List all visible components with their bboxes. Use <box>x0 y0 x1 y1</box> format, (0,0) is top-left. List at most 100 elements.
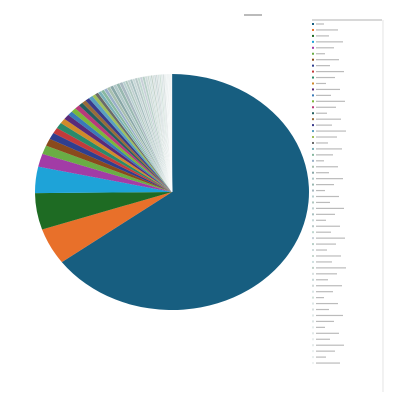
legend-label-placeholder <box>316 166 338 168</box>
legend-label-placeholder <box>316 219 326 221</box>
legend-swatch <box>312 153 314 156</box>
legend-swatch <box>312 23 314 25</box>
legend-swatch <box>312 100 314 103</box>
legend-swatch <box>312 219 314 222</box>
legend-label-placeholder <box>316 267 346 269</box>
legend-label-placeholder <box>316 207 344 209</box>
legend-swatch <box>312 112 314 115</box>
legend-swatch <box>312 296 314 299</box>
legend-swatch <box>312 165 314 168</box>
legend-swatch <box>312 332 314 335</box>
legend-label-placeholder <box>316 350 335 352</box>
legend-swatch <box>312 46 314 49</box>
legend-label-placeholder <box>316 213 335 215</box>
legend-label-placeholder <box>316 59 339 61</box>
pie-slice <box>35 192 173 230</box>
legend-label-placeholder <box>316 148 342 150</box>
legend-label-placeholder <box>316 261 332 263</box>
pie-slice <box>56 123 173 192</box>
legend-swatch <box>312 124 314 127</box>
legend-swatch <box>312 64 314 67</box>
legend-swatch <box>312 207 314 210</box>
legend-swatch <box>312 278 314 281</box>
legend-label-placeholder <box>316 338 330 340</box>
legend-label-placeholder <box>316 172 329 174</box>
legend-label-placeholder <box>316 94 331 96</box>
legend-label-placeholder <box>316 23 324 25</box>
legend-swatch <box>312 302 314 305</box>
legend-label-placeholder <box>316 184 334 186</box>
legend-swatch <box>312 88 314 91</box>
legend-label-placeholder <box>316 195 339 198</box>
legend-swatch <box>312 356 314 359</box>
legend-swatch <box>312 344 314 347</box>
legend-label-placeholder <box>316 130 346 132</box>
legend-swatch <box>312 159 314 162</box>
legend-swatch <box>312 94 314 97</box>
pie-slice <box>42 192 172 263</box>
legend-swatch <box>312 338 314 341</box>
legend-label-placeholder <box>316 82 326 85</box>
legend-label-placeholder <box>316 285 342 287</box>
legend-swatch <box>312 362 314 365</box>
legend-label-placeholder <box>316 112 327 114</box>
legend-label-placeholder <box>316 118 341 120</box>
legend-label-placeholder <box>316 291 333 293</box>
legend-label-placeholder <box>316 237 345 239</box>
pie-slice <box>38 153 173 192</box>
legend-swatch <box>312 314 314 317</box>
legend-swatch <box>312 260 314 263</box>
pie-slice <box>46 138 173 192</box>
legend-label-placeholder <box>316 273 337 275</box>
legend-label-placeholder <box>316 297 324 299</box>
legend-label-placeholder <box>316 35 329 37</box>
pie-slice <box>85 98 172 192</box>
legend-label-placeholder <box>316 41 343 43</box>
legend-label-placeholder <box>316 314 343 317</box>
legend-label-placeholder <box>316 279 328 281</box>
pie-slice <box>64 114 172 192</box>
legend-swatch <box>312 237 314 240</box>
legend-label-placeholder <box>316 65 330 67</box>
legend-swatch <box>312 183 314 186</box>
legend-swatch <box>312 76 314 79</box>
legend-label-placeholder <box>316 142 328 144</box>
legend-label-placeholder <box>316 320 334 323</box>
legend-label-placeholder <box>316 255 341 257</box>
legend-swatch <box>312 326 314 329</box>
legend-swatch <box>312 266 314 269</box>
legend-swatch <box>312 243 314 246</box>
pie-slice <box>82 100 172 192</box>
legend-label-placeholder <box>316 29 338 31</box>
pie-slice <box>68 111 172 192</box>
legend-label-placeholder <box>316 178 343 180</box>
legend-label-placeholder <box>316 154 333 156</box>
title-placeholder <box>244 14 262 16</box>
legend-swatch <box>312 195 314 198</box>
legend-label-placeholder <box>316 100 345 102</box>
pie-slice <box>78 102 172 192</box>
pie-slice <box>49 133 172 192</box>
legend-swatch <box>312 70 314 73</box>
legend-swatch <box>312 308 314 311</box>
legend-label-placeholder <box>316 124 332 126</box>
pie-slice <box>95 92 172 192</box>
legend-label-placeholder <box>316 231 331 233</box>
legend-label-placeholder <box>316 106 336 108</box>
legend-swatch <box>312 28 314 31</box>
legend-label-placeholder <box>316 249 327 251</box>
legend-swatch <box>312 130 314 133</box>
legend-label-placeholder <box>316 76 335 79</box>
legend-label-placeholder <box>316 332 339 334</box>
pie-slice <box>170 73 173 193</box>
legend-swatch <box>312 147 314 150</box>
pie-slice <box>71 108 172 192</box>
legend-label-placeholder <box>316 344 344 346</box>
legend-label-placeholder <box>316 53 325 55</box>
legend-label-placeholder <box>316 326 325 328</box>
legend-swatch <box>312 118 314 121</box>
legend-label-placeholder <box>316 189 325 192</box>
legend-swatch <box>312 201 314 204</box>
pie-slice <box>88 96 172 192</box>
